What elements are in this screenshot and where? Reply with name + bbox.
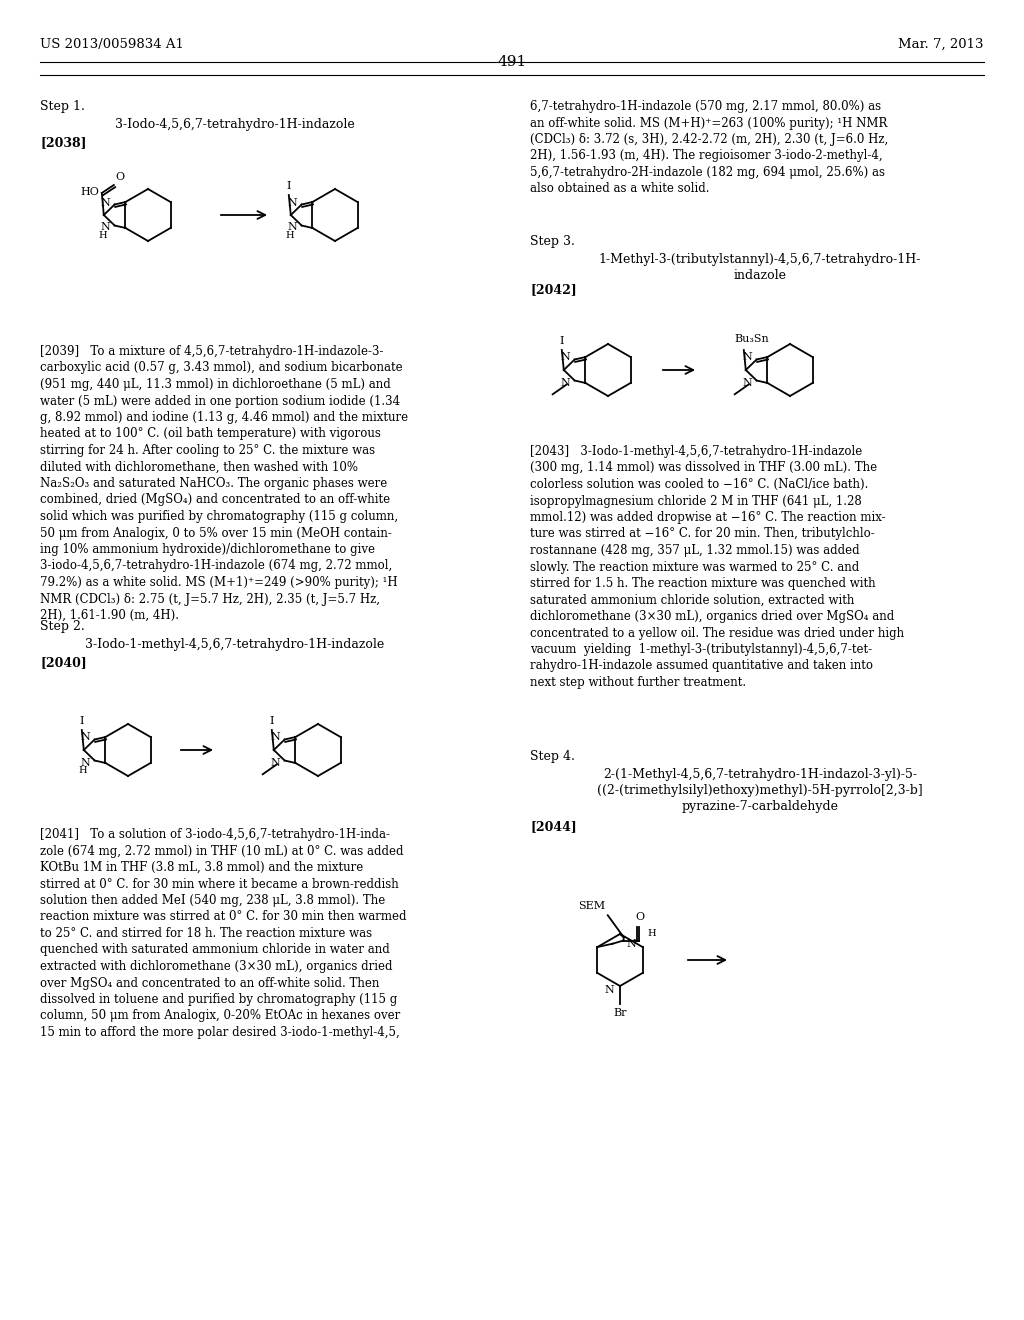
Text: H: H [78, 766, 87, 775]
Text: ((2-(trimethylsilyl)ethoxy)methyl)-5H-pyrrolo[2,3-b]: ((2-(trimethylsilyl)ethoxy)methyl)-5H-py… [597, 784, 923, 797]
Text: 3-Iodo-4,5,6,7-tetrahydro-1H-indazole: 3-Iodo-4,5,6,7-tetrahydro-1H-indazole [115, 117, 355, 131]
Text: 3-Iodo-1-methyl-4,5,6,7-tetrahydro-1H-indazole: 3-Iodo-1-methyl-4,5,6,7-tetrahydro-1H-in… [85, 638, 385, 651]
Text: indazole: indazole [733, 269, 786, 282]
Text: Step 3.: Step 3. [530, 235, 574, 248]
Text: I: I [287, 181, 291, 191]
Text: N: N [561, 378, 570, 388]
Text: I: I [559, 337, 564, 346]
Text: O: O [116, 172, 125, 182]
Text: Br: Br [613, 1008, 627, 1018]
Text: 2-(1-Methyl-4,5,6,7-tetrahydro-1H-indazol-3-yl)-5-: 2-(1-Methyl-4,5,6,7-tetrahydro-1H-indazo… [603, 768, 918, 781]
Text: N: N [561, 352, 570, 363]
Text: Step 2.: Step 2. [40, 620, 85, 634]
Text: H: H [286, 231, 294, 240]
Text: I: I [269, 715, 274, 726]
Text: SEM: SEM [579, 902, 606, 911]
Text: 1-Methyl-3-(tributylstannyl)-4,5,6,7-tetrahydro-1H-: 1-Methyl-3-(tributylstannyl)-4,5,6,7-tet… [599, 253, 922, 267]
Text: N: N [288, 198, 298, 207]
Text: N: N [271, 758, 281, 767]
Text: [2042]: [2042] [530, 282, 577, 296]
Text: [2040]: [2040] [40, 656, 87, 669]
Text: HO: HO [80, 187, 98, 197]
Text: N: N [627, 939, 637, 949]
Text: [2043]   3-Iodo-1-methyl-4,5,6,7-tetrahydro-1H-indazole
(300 mg, 1.14 mmol) was : [2043] 3-Iodo-1-methyl-4,5,6,7-tetrahydr… [530, 445, 904, 689]
Text: N: N [101, 198, 111, 207]
Text: N: N [604, 985, 614, 995]
Text: N: N [81, 758, 91, 767]
Text: [2039]   To a mixture of 4,5,6,7-tetrahydro-1H-indazole-3-
carboxylic acid (0.57: [2039] To a mixture of 4,5,6,7-tetrahydr… [40, 345, 409, 622]
Text: [2044]: [2044] [530, 820, 577, 833]
Text: pyrazine-7-carbaldehyde: pyrazine-7-carbaldehyde [682, 800, 839, 813]
Text: N: N [81, 733, 91, 742]
Text: [2041]   To a solution of 3-iodo-4,5,6,7-tetrahydro-1H-inda-
zole (674 mg, 2.72 : [2041] To a solution of 3-iodo-4,5,6,7-t… [40, 828, 407, 1039]
Text: US 2013/0059834 A1: US 2013/0059834 A1 [40, 38, 184, 51]
Text: H: H [647, 929, 656, 939]
Text: Mar. 7, 2013: Mar. 7, 2013 [898, 38, 984, 51]
Text: H: H [98, 231, 106, 240]
Text: N: N [271, 733, 281, 742]
Text: Step 1.: Step 1. [40, 100, 85, 114]
Text: Bu₃Sn: Bu₃Sn [734, 334, 769, 345]
Text: [2038]: [2038] [40, 136, 86, 149]
Text: 6,7-tetrahydro-1H-indazole (570 mg, 2.17 mmol, 80.0%) as
an off-white solid. MS : 6,7-tetrahydro-1H-indazole (570 mg, 2.17… [530, 100, 888, 195]
Text: N: N [742, 352, 753, 363]
Text: N: N [101, 223, 111, 232]
Text: O: O [635, 912, 644, 923]
Text: N: N [742, 378, 753, 388]
Text: N: N [288, 223, 298, 232]
Text: Step 4.: Step 4. [530, 750, 574, 763]
Text: I: I [80, 715, 84, 726]
Text: 491: 491 [498, 55, 526, 69]
